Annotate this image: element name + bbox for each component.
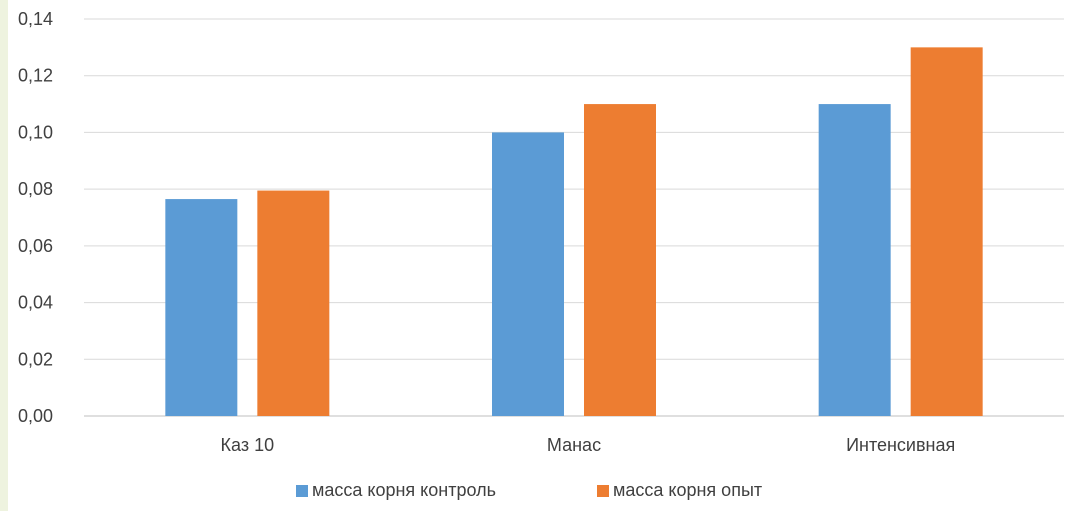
y-axis-tick-labels: 0,00 0,02 0,04 0,06 0,08 0,10 0,12 0,14: [18, 9, 53, 426]
legend-swatch: [597, 485, 609, 497]
gridlines: [84, 18, 1064, 417]
bar-experiment: [584, 104, 656, 417]
y-tick-label: 0,08: [18, 179, 53, 199]
y-tick-label: 0,04: [18, 293, 53, 313]
y-tick-label: 0,10: [18, 122, 53, 142]
y-tick-label: 0,12: [18, 66, 53, 86]
bar-control: [492, 132, 564, 416]
left-border-strip: [0, 0, 8, 511]
bar-experiment: [910, 47, 983, 416]
legend-label: масса корня опыт: [613, 480, 762, 500]
bar-control: [165, 199, 238, 416]
x-axis-category-labels: Каз 10 Манас Интенсивная: [221, 435, 956, 455]
legend-label: масса корня контроль: [312, 480, 496, 500]
y-tick-label: 0,02: [18, 349, 53, 369]
x-category-label: Интенсивная: [846, 435, 955, 455]
legend: масса корня контроль масса корня опыт: [296, 480, 762, 500]
y-tick-label: 0,14: [18, 9, 53, 29]
y-tick-label: 0,00: [18, 406, 53, 426]
x-category-label: Манас: [547, 435, 601, 455]
bar-experiment: [257, 190, 330, 416]
legend-swatch: [296, 485, 308, 497]
bar-control: [818, 104, 891, 417]
bars: [165, 47, 983, 417]
x-category-label: Каз 10: [221, 435, 275, 455]
y-tick-label: 0,06: [18, 236, 53, 256]
